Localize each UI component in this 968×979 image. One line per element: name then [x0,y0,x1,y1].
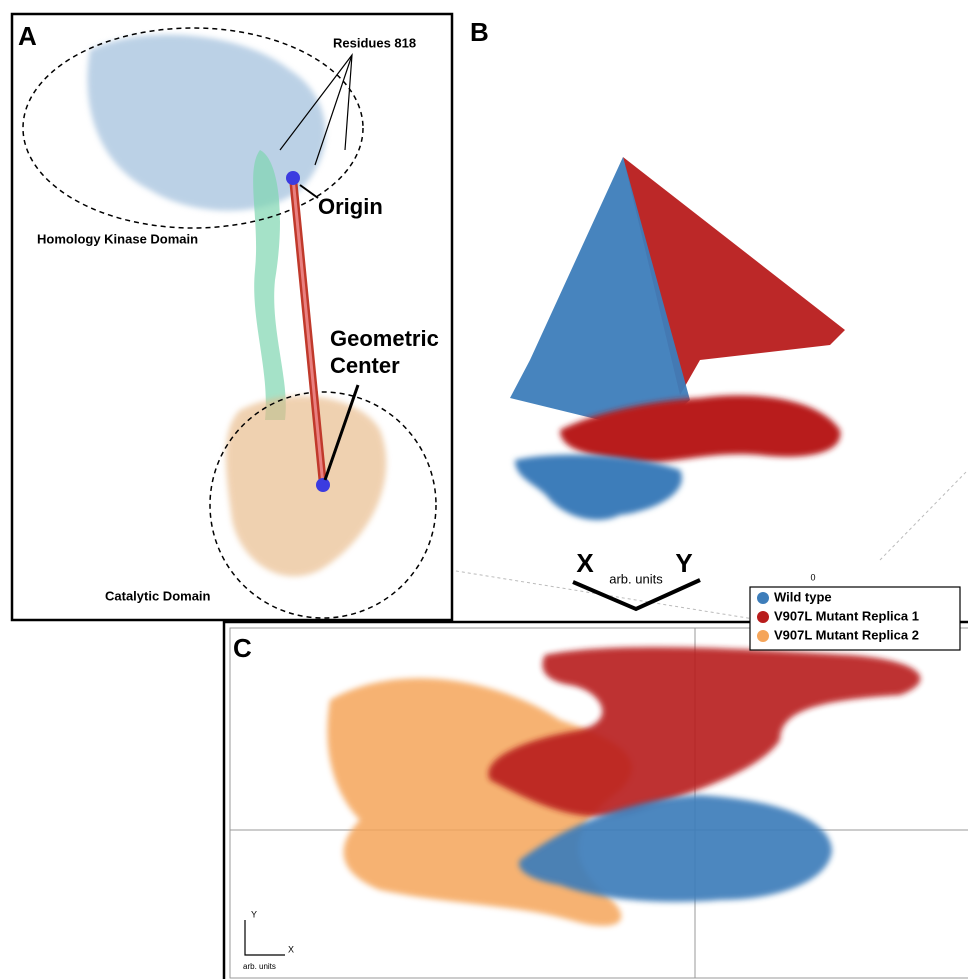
legend: Wild type V907L Mutant Replica 1 V907L M… [750,587,960,650]
origin-sphere [286,171,300,185]
legend-entry: Wild type [774,589,832,604]
axis-tick: 0 [810,572,815,582]
page: {"panels": { "a": {"label": "A", "residu… [0,0,968,979]
legend-swatch [757,611,769,623]
legend-entry: V907L Mutant Replica 2 [774,627,919,642]
panel-c: C Y X arb. units [224,622,968,979]
axis-units: arb. units [609,571,663,586]
legend-entry: V907L Mutant Replica 1 [774,608,919,623]
origin-label: Origin [318,194,383,219]
axis-x: X [576,548,594,578]
figure: B X Y arb. units 0 A Residues 818 Origin… [0,0,968,979]
geometric-label: Geometric [330,326,439,351]
panel-a: A Residues 818 Origin Homology Kinase Do… [12,14,452,620]
axis-units: arb. units [243,962,276,971]
center-sphere [316,478,330,492]
legend-swatch [757,592,769,604]
geometric-label: Center [330,353,400,378]
axis-guide [880,470,968,560]
panel-label: A [18,21,37,51]
kinase-label: Homology Kinase Domain [37,231,198,246]
axis-y: Y [675,548,692,578]
blue-cloud [515,455,682,520]
axis-y: Y [251,909,257,919]
panel-label: C [233,633,252,663]
catalytic-label: Catalytic Domain [105,588,211,603]
panel-b: B X Y arb. units 0 [450,17,968,620]
residues-label: Residues 818 [333,35,416,50]
panel-label: B [470,17,489,47]
axis-x: X [288,944,294,954]
legend-swatch [757,630,769,642]
